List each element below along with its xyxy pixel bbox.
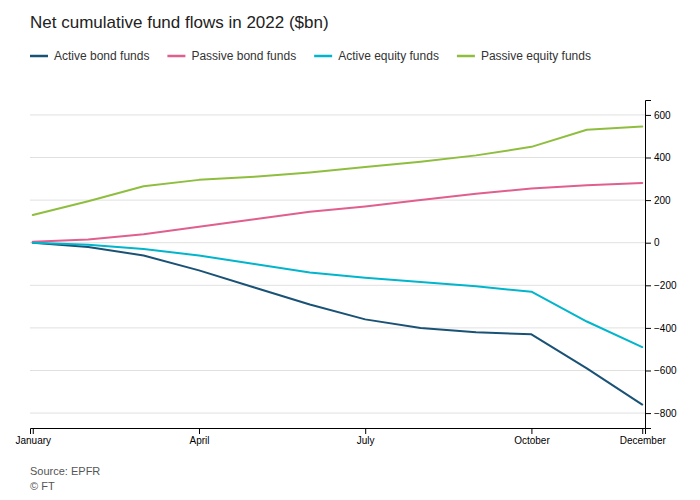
y-tick-label: 400 — [654, 152, 671, 163]
legend-item: Active equity funds — [314, 49, 439, 63]
y-tick: 600 — [645, 110, 671, 121]
x-tick-label: October — [514, 435, 550, 446]
grid-line — [30, 114, 645, 115]
x-tick-mark — [33, 428, 34, 434]
legend-item: Active bond funds — [30, 49, 149, 63]
x-tick: January — [15, 428, 51, 446]
y-tick-label: −400 — [654, 323, 677, 334]
legend-label: Active equity funds — [338, 49, 439, 63]
plot-area — [33, 127, 642, 405]
y-axis: −800 −600 −400 −200 0 200 400 600 — [645, 101, 677, 429]
legend-swatch — [314, 55, 332, 58]
x-tick: April — [189, 428, 209, 446]
grid — [30, 115, 645, 413]
annotation: © FT — [30, 480, 55, 492]
legend-label: Active bond funds — [54, 49, 149, 63]
y-tick-label: −200 — [654, 280, 677, 291]
y-tick: 0 — [645, 237, 660, 248]
y-tick-mark — [645, 158, 651, 159]
series-line — [33, 243, 642, 405]
annotation: Source: EPFR — [30, 465, 100, 477]
title: Net cumulative fund flows in 2022 ($bn) — [30, 13, 329, 32]
x-tick-label: January — [15, 435, 51, 446]
y-tick: −400 — [645, 323, 677, 334]
chart: Net cumulative fund flows in 2022 ($bn) −… — [0, 0, 700, 500]
series-line — [33, 243, 642, 347]
x-tick-mark — [531, 428, 532, 434]
x-axis: January April July October December — [15, 428, 666, 446]
x-tick-label: December — [620, 435, 667, 446]
y-tick-mark — [645, 413, 651, 414]
y-tick: 400 — [645, 152, 671, 163]
y-tick-mark — [645, 328, 651, 329]
x-tick-label: April — [189, 435, 209, 446]
y-tick-label: −800 — [654, 408, 677, 419]
legend-swatch — [457, 55, 475, 58]
y-tick-label: 600 — [654, 110, 671, 121]
grid-line — [30, 370, 645, 371]
x-tick: October — [514, 428, 550, 446]
y-tick-mark — [645, 285, 651, 286]
y-tick-label: 200 — [654, 195, 671, 206]
legend-item: Passive equity funds — [457, 49, 591, 63]
x-tick: December — [620, 428, 667, 446]
legend-swatch — [30, 55, 48, 58]
grid-line — [30, 200, 645, 201]
x-tick-label: July — [357, 435, 375, 446]
legend-swatch — [167, 55, 185, 58]
grid-line — [30, 413, 645, 414]
y-tick: 200 — [645, 195, 671, 206]
y-tick-mark — [645, 243, 651, 244]
y-tick-label: −600 — [654, 365, 677, 376]
grid-line — [30, 285, 645, 286]
grid-line — [30, 157, 645, 158]
y-tick: −800 — [645, 408, 677, 419]
y-tick-mark — [645, 200, 651, 201]
legend-label: Passive bond funds — [191, 49, 296, 63]
x-tick-mark — [365, 428, 366, 434]
x-tick-mark — [642, 428, 643, 434]
x-axis-line — [31, 429, 646, 435]
y-tick: −600 — [645, 365, 677, 376]
y-tick-mark — [645, 370, 651, 371]
y-tick-mark — [645, 115, 651, 116]
legend-item: Passive bond funds — [167, 49, 296, 63]
grid-line — [30, 242, 645, 243]
x-tick-mark — [199, 428, 200, 434]
legend: Active bond funds Passive bond funds Activ… — [30, 49, 591, 63]
legend-label: Passive equity funds — [481, 49, 591, 63]
y-axis-line — [646, 101, 652, 429]
y-tick: −200 — [645, 280, 677, 291]
x-tick: July — [357, 428, 375, 446]
series-line — [33, 127, 642, 215]
grid-line — [30, 327, 645, 328]
y-tick-label: 0 — [654, 237, 660, 248]
